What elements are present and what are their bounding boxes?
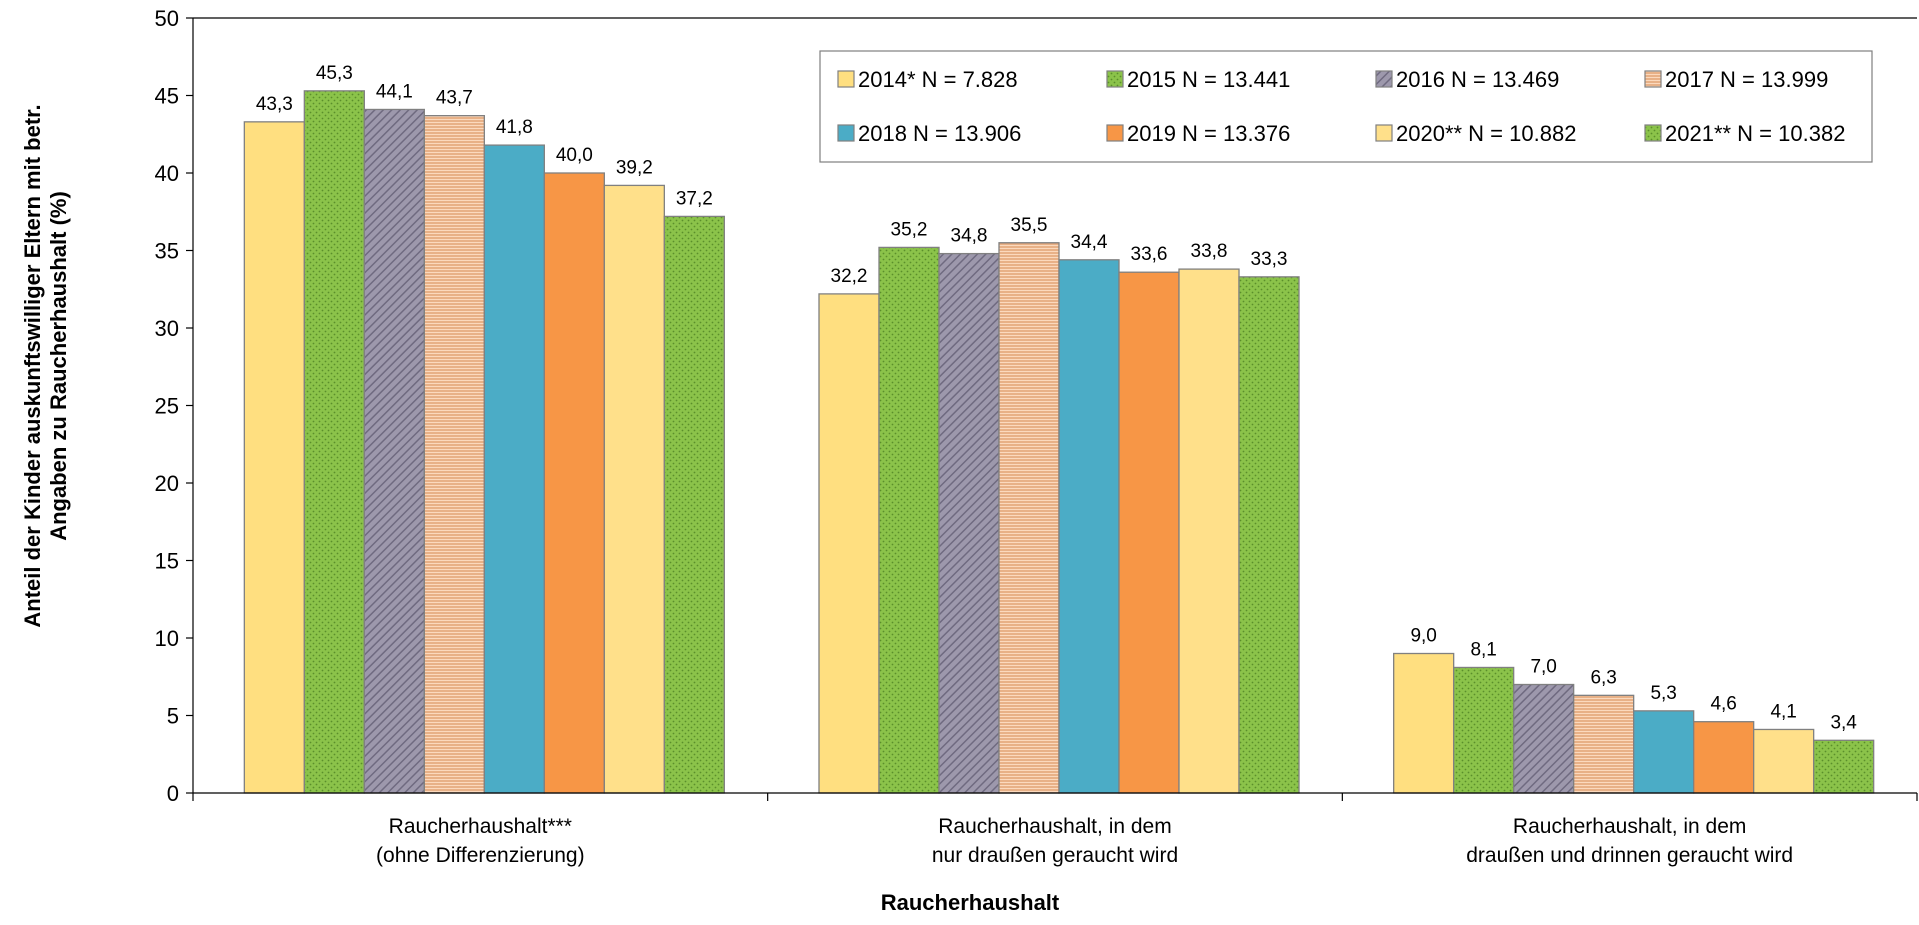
data-label-1-4: 34,4 bbox=[1071, 232, 1108, 253]
y-axis-title-line-1: Anteil der Kinder auskunftswilliger Elte… bbox=[20, 104, 45, 627]
data-label-2-0: 9,0 bbox=[1410, 626, 1436, 647]
data-label-2-4: 5,3 bbox=[1650, 683, 1676, 704]
data-label-0-1: 45,3 bbox=[316, 63, 353, 84]
bar-0-6 bbox=[603, 184, 665, 794]
y-tick-label-15: 15 bbox=[155, 549, 179, 574]
bar-0-0 bbox=[243, 121, 305, 794]
y-tick-label-35: 35 bbox=[155, 239, 179, 264]
data-label-1-7: 33,3 bbox=[1251, 249, 1288, 270]
data-label-1-2: 34,8 bbox=[951, 226, 988, 247]
bar-2-4 bbox=[1633, 710, 1695, 794]
legend-label-0: 2014* N = 7.828 bbox=[858, 67, 1018, 92]
bar-1-1 bbox=[878, 246, 940, 794]
bar-2-1 bbox=[1453, 666, 1515, 794]
bar-1-0 bbox=[818, 293, 880, 794]
y-axis-title-line-2: Angaben zu Raucherhaushalt (%) bbox=[46, 191, 71, 541]
category-label-2-line-0: Raucherhaushalt, in dem bbox=[1513, 815, 1746, 838]
legend-swatch-7 bbox=[1644, 124, 1662, 142]
legend-label-4: 2018 N = 13.906 bbox=[858, 121, 1021, 146]
y-axis: 0 5 10 15 20 25 30 35 40 45 50 bbox=[155, 6, 1917, 806]
legend-swatch-1 bbox=[1106, 70, 1124, 88]
bar-2-7 bbox=[1813, 739, 1875, 794]
bar-0-2 bbox=[363, 108, 425, 794]
bar-0-4 bbox=[483, 144, 545, 794]
bar-1-6 bbox=[1178, 268, 1240, 794]
y-tick-label-10: 10 bbox=[155, 626, 179, 651]
legend-label-2: 2016 N = 13.469 bbox=[1396, 67, 1559, 92]
data-label-1-3: 35,5 bbox=[1011, 215, 1048, 236]
data-label-2-3: 6,3 bbox=[1590, 667, 1616, 688]
legend-label-7: 2021** N = 10.382 bbox=[1665, 121, 1845, 146]
data-label-2-7: 3,4 bbox=[1830, 712, 1857, 733]
category-label-0-line-1: (ohne Differenzierung) bbox=[376, 844, 585, 867]
data-label-1-5: 33,6 bbox=[1131, 244, 1168, 265]
data-label-2-6: 4,1 bbox=[1770, 701, 1796, 722]
legend-box bbox=[819, 50, 1873, 163]
bar-0-5 bbox=[543, 172, 605, 794]
legend: 2014* N = 7.828 2015 N = 13.441 2016 N = 1… bbox=[819, 50, 1873, 163]
category-label-1-line-1: nur draußen geraucht wird bbox=[932, 844, 1178, 867]
bar-0-3 bbox=[423, 115, 485, 794]
legend-label-6: 2020** N = 10.882 bbox=[1396, 121, 1576, 146]
x-axis: Raucherhaushalt*** (ohne Differenzierung)… bbox=[192, 792, 1918, 867]
legend-swatch-3 bbox=[1644, 70, 1662, 88]
legend-swatch-4 bbox=[837, 124, 855, 142]
data-label-1-6: 33,8 bbox=[1191, 241, 1228, 262]
category-label-1-line-0: Raucherhaushalt, in dem bbox=[938, 815, 1171, 838]
bar-2-6 bbox=[1753, 728, 1815, 794]
y-tick-label-50: 50 bbox=[155, 6, 179, 31]
bars bbox=[243, 90, 1875, 794]
bar-2-0 bbox=[1393, 652, 1455, 794]
legend-swatch-2 bbox=[1375, 70, 1393, 88]
x-axis-title: Raucherhaushalt bbox=[881, 890, 1060, 915]
y-tick-label-5: 5 bbox=[167, 704, 179, 729]
bar-0-7 bbox=[663, 215, 725, 794]
data-label-2-1: 8,1 bbox=[1470, 639, 1496, 660]
bar-2-2 bbox=[1513, 683, 1575, 794]
y-tick-label-30: 30 bbox=[155, 316, 179, 341]
y-axis-title: Anteil der Kinder auskunftswilliger Elte… bbox=[20, 104, 71, 627]
data-label-2-5: 4,6 bbox=[1710, 694, 1736, 715]
legend-label-5: 2019 N = 13.376 bbox=[1127, 121, 1290, 146]
data-label-0-4: 41,8 bbox=[496, 117, 533, 138]
data-label-0-7: 37,2 bbox=[676, 188, 713, 209]
bar-1-5 bbox=[1118, 271, 1180, 794]
y-tick-label-0: 0 bbox=[167, 781, 179, 806]
legend-swatch-5 bbox=[1106, 124, 1124, 142]
data-label-0-2: 44,1 bbox=[376, 81, 413, 102]
bar-1-4 bbox=[1058, 259, 1120, 794]
legend-swatch-0 bbox=[837, 70, 855, 88]
data-label-0-6: 39,2 bbox=[616, 157, 653, 178]
bar-1-2 bbox=[938, 252, 1000, 794]
legend-label-1: 2015 N = 13.441 bbox=[1127, 67, 1290, 92]
data-label-0-0: 43,3 bbox=[256, 94, 293, 115]
data-label-2-2: 7,0 bbox=[1530, 657, 1556, 678]
data-label-0-5: 40,0 bbox=[556, 145, 593, 166]
y-tick-label-45: 45 bbox=[155, 84, 179, 109]
y-tick-label-40: 40 bbox=[155, 161, 179, 186]
bar-2-5 bbox=[1693, 721, 1755, 794]
category-label-2-line-1: draußen und drinnen geraucht wird bbox=[1466, 844, 1793, 867]
category-label-0-line-0: Raucherhaushalt*** bbox=[389, 815, 572, 838]
bar-0-1 bbox=[303, 90, 365, 794]
data-label-1-0: 32,2 bbox=[831, 266, 868, 287]
y-tick-label-25: 25 bbox=[155, 394, 179, 419]
legend-label-3: 2017 N = 13.999 bbox=[1665, 67, 1828, 92]
bar-1-7 bbox=[1238, 276, 1300, 794]
legend-swatch-6 bbox=[1375, 124, 1393, 142]
bar-2-3 bbox=[1573, 694, 1635, 794]
y-tick-label-20: 20 bbox=[155, 471, 179, 496]
data-label-0-3: 43,7 bbox=[436, 88, 473, 109]
bar-1-3 bbox=[998, 242, 1060, 794]
data-labels: 43,3 45,3 44,1 43,7 41,8 40,0 39,2 37,2 32,2 35,2… bbox=[256, 63, 1857, 733]
data-label-1-1: 35,2 bbox=[891, 219, 928, 240]
